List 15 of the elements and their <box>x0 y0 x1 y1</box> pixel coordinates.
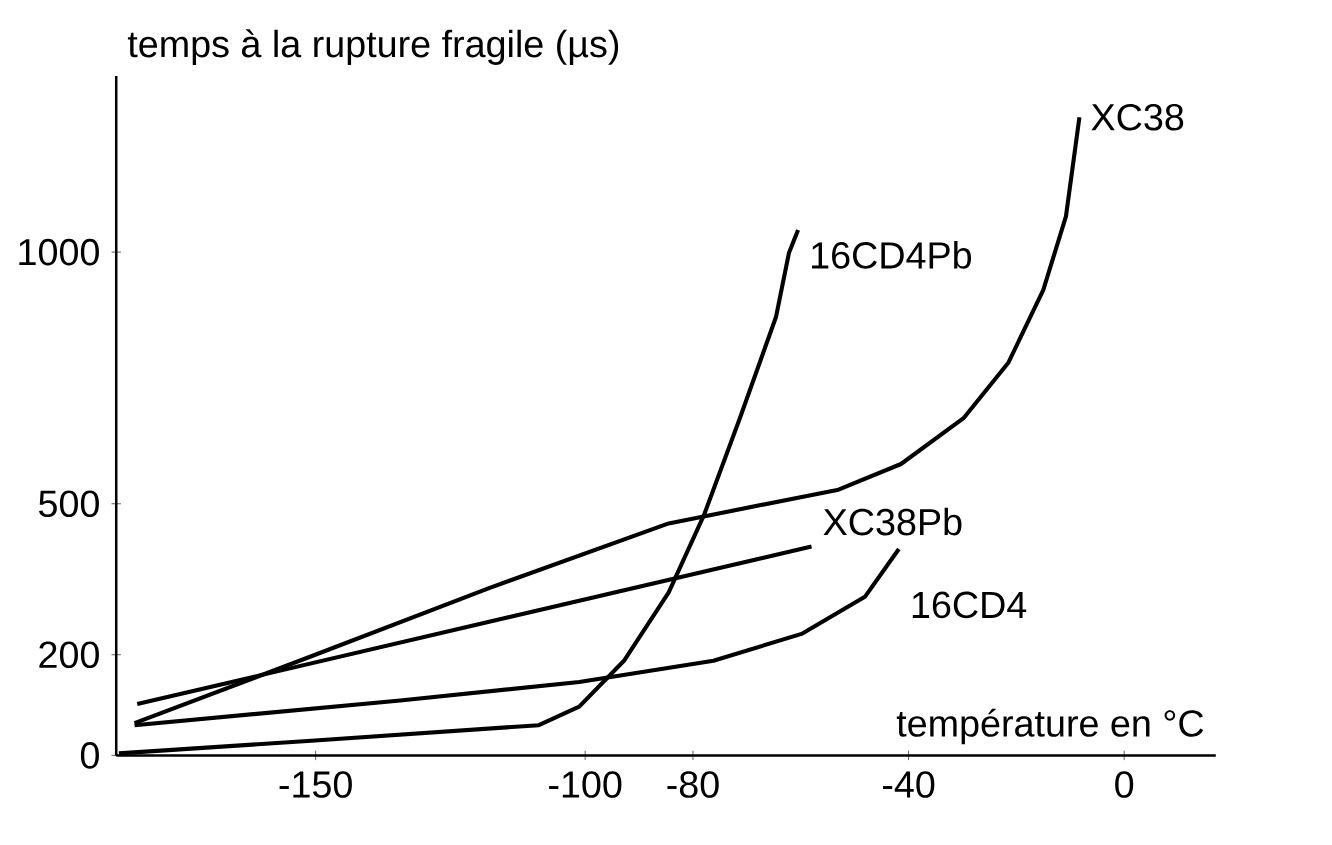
x-axis-title: température en °C <box>896 708 1204 745</box>
x-tick-label: -150 <box>279 771 352 798</box>
y-tick-label: 200 <box>39 641 99 669</box>
y-tick-label: 0 <box>80 742 99 769</box>
x-tick-label: -80 <box>667 771 719 798</box>
series-label: 16CD4Pb <box>812 241 972 269</box>
y-tick-label: 500 <box>39 490 99 518</box>
x-tick-label: 0 <box>1115 771 1134 798</box>
x-tick-label: -40 <box>882 771 935 798</box>
y-axis-title: temps à la rupture fragile (µs) <box>127 29 619 65</box>
x-tick-label: -100 <box>549 771 622 798</box>
series-label: 16CD4 <box>912 591 1027 619</box>
series-label: XC38Pb <box>823 507 962 536</box>
y-tick-label: 1000 <box>19 238 99 266</box>
series-label: XC38 <box>1091 104 1184 131</box>
